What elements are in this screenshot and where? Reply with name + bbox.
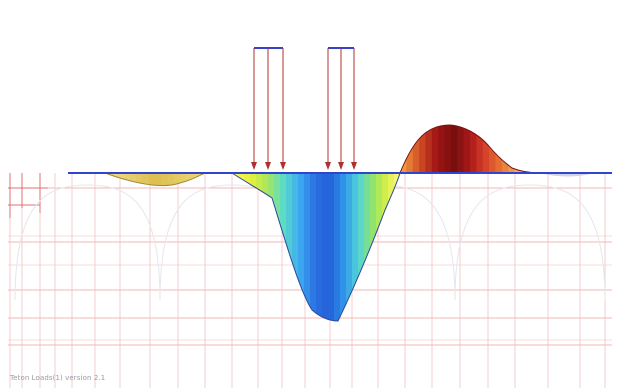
arch-outline: [14, 184, 161, 301]
load-arrow-head: [325, 162, 331, 170]
contour-strip: [328, 173, 335, 321]
arch-outline: [454, 184, 606, 301]
contour-strip: [340, 173, 347, 321]
contour-strip: [304, 173, 311, 321]
contour-strip: [238, 173, 245, 321]
contour-strip: [280, 173, 287, 321]
contour-strip: [250, 173, 257, 321]
contour-strip: [419, 125, 427, 173]
contour-strip: [552, 173, 565, 177]
load-arrow-head: [280, 162, 286, 170]
contour-strip: [457, 125, 465, 173]
contour-strip: [334, 173, 341, 321]
contour-strip: [232, 173, 239, 321]
contour-strip: [155, 173, 162, 186]
contour-strip: [173, 173, 181, 186]
contour-strip: [540, 173, 553, 177]
contour-strip: [520, 125, 528, 173]
main-depression-region: [232, 173, 400, 321]
contour-strip: [564, 173, 577, 177]
contour-strip: [482, 125, 490, 173]
contour-strip: [514, 125, 522, 173]
contour-strip: [123, 173, 131, 186]
contour-strip: [274, 173, 281, 321]
contour-strip: [476, 125, 484, 173]
contour-strip: [450, 125, 458, 173]
contour-strip: [501, 125, 509, 173]
contour-strip: [256, 173, 263, 321]
contour-strip: [527, 125, 535, 173]
contour-strip: [495, 125, 503, 173]
contour-strip: [322, 173, 329, 321]
contour-strip: [533, 125, 540, 173]
contour-strip: [576, 173, 589, 177]
load-right: [325, 47, 357, 170]
contour-strip: [198, 173, 205, 186]
load-arrow-head: [265, 162, 271, 170]
contour-strip: [358, 173, 365, 321]
load-arrow-head: [351, 162, 357, 170]
contour-strip: [463, 125, 471, 173]
contour-strip: [292, 173, 299, 321]
contour-strip: [316, 173, 323, 321]
right-depression-region: [540, 173, 612, 177]
contour-strip: [244, 173, 251, 321]
contour-strip: [148, 173, 156, 186]
contour-strip: [438, 125, 446, 173]
load-left: [251, 47, 286, 170]
contour-strip: [161, 173, 169, 186]
contour-strip: [186, 173, 194, 186]
load-arrow-head: [251, 162, 257, 170]
contour-strip: [346, 173, 353, 321]
contour-strip: [136, 173, 144, 186]
left-depression-outline: [104, 172, 206, 187]
region-outlines: [104, 124, 541, 322]
main-depression-outline: [231, 172, 401, 322]
contour-strip: [167, 173, 175, 186]
contour-strip: [444, 125, 452, 173]
contour-strip: [130, 173, 137, 186]
status-text: Teton Loads(1) version 2.1: [10, 374, 106, 382]
contour-strip: [376, 173, 383, 321]
contour-strip: [105, 173, 112, 186]
contour-strip: [425, 125, 433, 173]
contour-strip: [268, 173, 275, 321]
contour-strip: [286, 173, 293, 321]
contour-strip: [310, 173, 317, 321]
contour-strip: [588, 173, 601, 177]
load-arrow-head: [338, 162, 344, 170]
grid-lines: [8, 173, 612, 388]
contour-strip: [364, 173, 371, 321]
contour-strip: [600, 173, 612, 177]
contour-strip: [394, 173, 400, 321]
contour-strip: [382, 173, 389, 321]
contour-strip: [298, 173, 305, 321]
contour-strip: [142, 173, 150, 186]
contour-strip: [352, 173, 359, 321]
heave-outline: [399, 124, 541, 174]
heave-region: [400, 125, 540, 173]
contour-strip: [431, 125, 439, 173]
contour-strip: [470, 125, 477, 173]
contour-strip: [180, 173, 187, 186]
contour-strip: [412, 125, 420, 173]
contour-strip: [370, 173, 377, 321]
